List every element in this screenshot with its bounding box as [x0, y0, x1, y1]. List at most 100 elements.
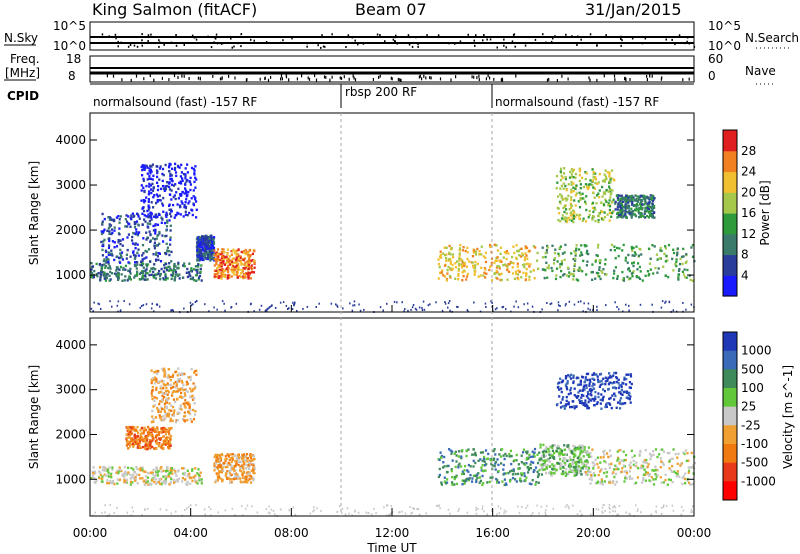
noise-cell — [119, 309, 122, 312]
data-cell — [189, 378, 192, 381]
noise-cell — [616, 306, 618, 308]
data-cell — [218, 475, 221, 478]
data-cell — [194, 165, 197, 168]
data-cell — [622, 382, 625, 385]
data-cell — [613, 398, 616, 401]
data-cell — [629, 277, 632, 280]
data-cell — [625, 453, 628, 457]
data-cell — [599, 482, 602, 485]
data-cell — [170, 386, 173, 390]
data-cell — [640, 464, 643, 467]
data-cell — [551, 454, 554, 457]
data-cell — [639, 450, 642, 454]
data-cell — [149, 441, 152, 444]
data-cell — [608, 481, 611, 484]
data-cell — [163, 408, 166, 411]
data-cell — [561, 198, 564, 201]
data-cell — [606, 452, 609, 455]
data-cell — [168, 170, 171, 173]
data-cell — [448, 244, 451, 248]
data-cell — [99, 473, 102, 477]
data-cell — [141, 212, 144, 215]
data-cell — [170, 183, 174, 186]
noise-mark — [577, 35, 579, 38]
data-cell — [587, 186, 591, 189]
noise-cell — [587, 307, 589, 310]
data-cell — [564, 471, 567, 474]
data-cell — [579, 193, 582, 196]
data-cell — [445, 259, 448, 262]
noise-mark — [357, 43, 359, 46]
data-cell — [118, 466, 121, 469]
data-cell — [607, 376, 610, 379]
data-cell — [664, 274, 667, 277]
data-cell — [638, 453, 641, 456]
data-cell — [233, 268, 236, 271]
data-cell — [531, 479, 534, 482]
data-cell — [593, 474, 597, 477]
data-cell — [603, 215, 607, 219]
noise-mark — [220, 42, 223, 45]
noise-mark — [671, 38, 673, 41]
data-cell — [647, 473, 650, 476]
data-cell — [169, 481, 173, 484]
data-cell — [99, 466, 102, 469]
data-cell — [242, 456, 245, 459]
data-cell — [609, 248, 612, 252]
data-cell — [599, 209, 603, 213]
data-cell — [619, 199, 622, 202]
data-cell — [108, 274, 111, 277]
data-cell — [489, 476, 492, 479]
data-cell — [188, 262, 191, 265]
data-cell — [568, 218, 571, 222]
data-cell — [543, 464, 546, 467]
data-cell — [105, 274, 108, 277]
data-cell — [610, 215, 613, 218]
data-cell — [134, 261, 137, 264]
data-cell — [460, 472, 464, 476]
data-cell — [474, 266, 477, 270]
freq-mark — [259, 77, 261, 81]
data-cell — [623, 196, 626, 199]
data-cell — [605, 273, 608, 276]
data-cell — [136, 243, 139, 246]
freq-mark — [429, 76, 431, 80]
data-cell — [608, 173, 611, 176]
data-cell — [499, 278, 502, 282]
freq-mark — [280, 77, 282, 81]
data-cell — [102, 259, 105, 263]
noise-cell — [580, 300, 582, 303]
data-cell — [146, 437, 149, 440]
noise-cell — [614, 301, 616, 304]
data-cell — [613, 386, 616, 389]
data-cell — [219, 459, 222, 462]
data-cell — [472, 251, 475, 254]
data-cell — [496, 458, 499, 461]
noise-cell — [475, 506, 477, 509]
data-cell — [540, 473, 543, 476]
data-cell — [620, 402, 623, 405]
data-cell — [639, 203, 642, 206]
data-cell — [560, 390, 563, 394]
data-cell — [574, 194, 577, 197]
data-cell — [237, 257, 240, 260]
data-cell — [196, 254, 199, 257]
data-cell — [135, 231, 138, 234]
data-cell — [642, 476, 645, 480]
data-cell — [118, 268, 121, 271]
data-cell — [156, 406, 159, 410]
data-cell — [640, 199, 643, 202]
data-cell — [482, 482, 485, 485]
data-cell — [200, 254, 203, 257]
data-cell — [590, 271, 593, 274]
data-cell — [139, 466, 142, 470]
data-cell — [103, 217, 106, 221]
noise-cell — [602, 511, 604, 514]
data-cell — [681, 482, 684, 486]
data-cell — [678, 262, 682, 266]
data-cell — [572, 168, 576, 172]
data-cell — [591, 448, 594, 451]
noise-mark — [589, 33, 592, 36]
data-cell — [656, 474, 659, 477]
data-cell — [579, 213, 582, 217]
